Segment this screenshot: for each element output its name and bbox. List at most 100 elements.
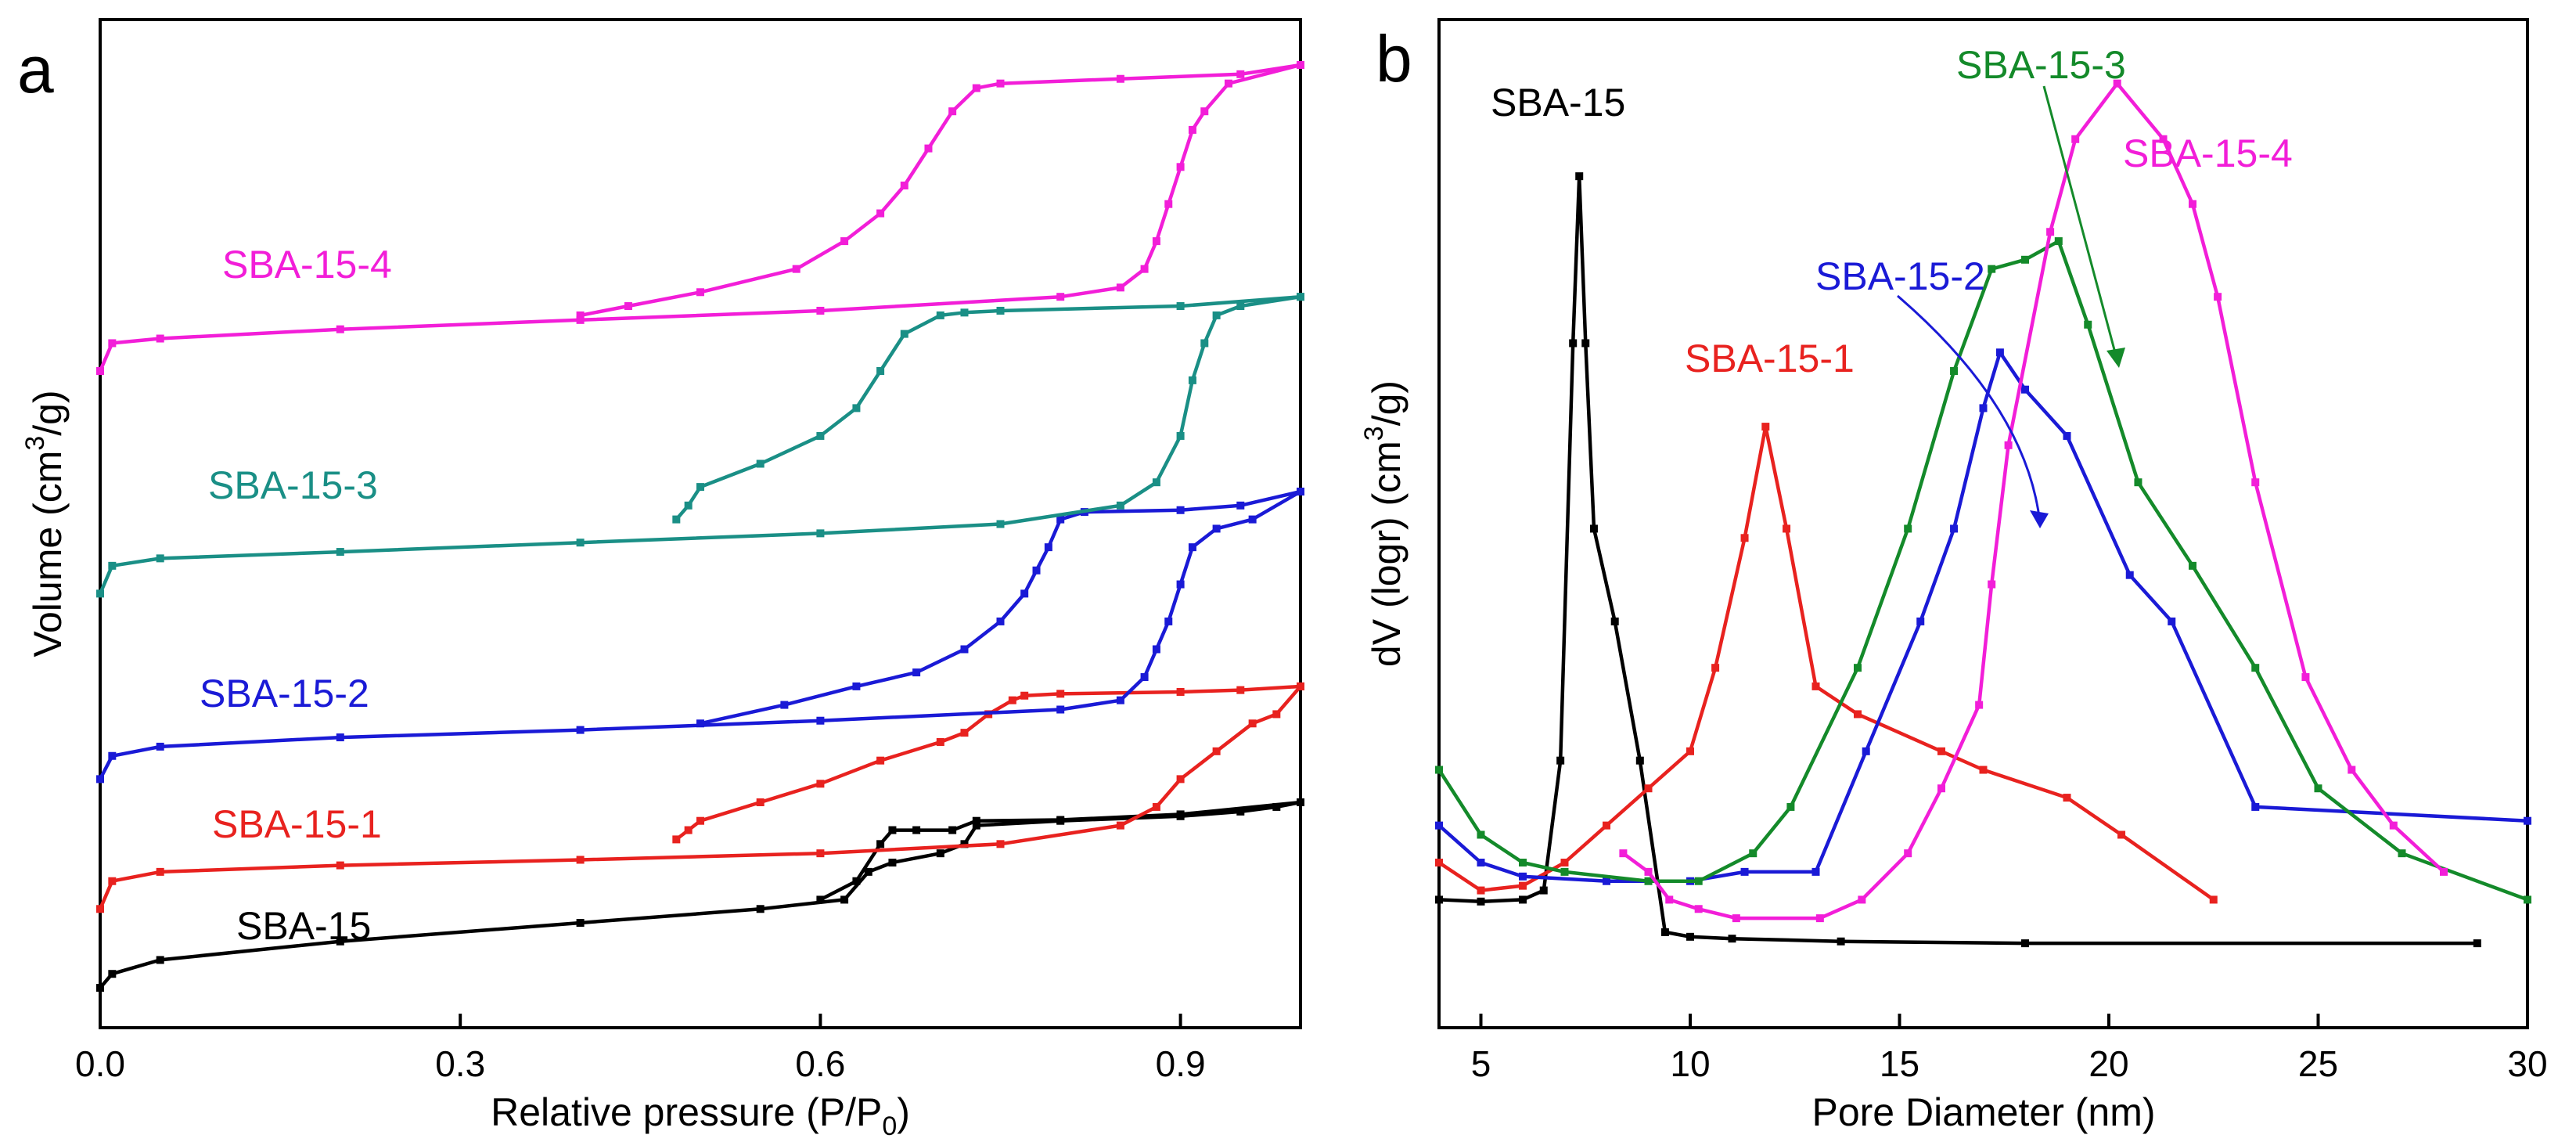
panel-a-marker-sba-15 — [756, 905, 765, 913]
panel-a-marker-sba-15 — [888, 859, 897, 867]
panel-a-y-axis-title: Volume (cm3/g) — [20, 390, 70, 657]
panel-b-marker-sba-15-3 — [2189, 561, 2196, 570]
panel-a-marker-sba-15-3 — [996, 520, 1005, 528]
panel-a-marker-sba-15-1 — [576, 856, 585, 864]
panel-a-marker-sba-15-4 — [900, 182, 908, 190]
panel-a-marker-sba-15-3 — [1176, 431, 1185, 440]
panel-a-marker-sba-15-2 — [996, 617, 1005, 625]
panel-b-marker-sba-15-2 — [1519, 872, 1527, 881]
panel-a-marker-sba-15 — [1236, 807, 1245, 816]
panel-b-marker-sba-15-4 — [2004, 441, 2013, 449]
panel-a-marker-sba-15 — [864, 867, 872, 876]
panel-a-marker-sba-15-2 — [816, 716, 825, 725]
panel-b-marker-sba-15 — [1519, 895, 1527, 904]
panel-b-marker-sba-15-1 — [1979, 766, 1988, 774]
panel-a-marker-sba-15-3 — [1212, 311, 1221, 319]
panel-b-marker-sba-15-2 — [1950, 524, 1959, 533]
panel-b-marker-sba-15-2 — [1435, 821, 1443, 830]
panel-b-x-ticks: 5 10 15 20 25 30 — [1471, 1014, 2548, 1084]
panel-b-marker-sba-15-3 — [1988, 265, 1996, 273]
panel-b-marker-sba-15 — [1477, 897, 1485, 906]
panel-b-marker-sba-15 — [2473, 939, 2481, 948]
panel-a-marker-sba-15 — [108, 970, 117, 978]
panel-b-marker-sba-15-1 — [1854, 710, 1862, 719]
panel-b-marker-sba-15-4 — [2301, 673, 2310, 682]
panel-b-marker-sba-15-2 — [1995, 348, 2004, 357]
panel-a-marker-sba-15-1 — [1176, 775, 1185, 784]
panel-a-marker-sba-15-4 — [1116, 74, 1124, 83]
panel-a-marker-sba-15-4 — [816, 306, 825, 315]
panel-a-marker-sba-15-3 — [684, 501, 693, 510]
panel-a-marker-sba-15-1 — [1236, 686, 1245, 694]
panel-a-marker-sba-15-1 — [696, 816, 704, 825]
panel-a-marker-sba-15 — [816, 895, 825, 904]
panel-a-x-ticks: 0.0 0.3 0.6 0.9 — [75, 1014, 1206, 1084]
panel-b-marker-sba-15 — [1569, 339, 1578, 348]
panel-a-marker-sba-15-2 — [108, 751, 117, 760]
panel-b-marker-sba-15-3 — [2524, 895, 2531, 904]
panel-b-x-tick-label: 15 — [1880, 1043, 1919, 1084]
panel-a-marker-sba-15-4 — [1140, 265, 1149, 273]
panel-a-marker-sba-15-1 — [672, 835, 681, 844]
panel-a-x-tick-label: 0.6 — [795, 1043, 845, 1084]
panel-b-marker-sba-15 — [1575, 172, 1584, 181]
panel-b-label-sba-15: SBA-15 — [1491, 81, 1625, 124]
panel-a-marker-sba-15-3 — [960, 308, 969, 317]
panel-b-marker-sba-15-1 — [2209, 895, 2218, 904]
panel-b-marker-sba-15-4 — [2113, 79, 2121, 88]
panel-a-marker-sba-15-3 — [672, 515, 681, 524]
panel-b-marker-sba-15-4 — [2046, 228, 2055, 236]
panel-a-marker-sba-15 — [576, 919, 585, 928]
panel-b-marker-sba-15-4 — [1858, 895, 1866, 904]
panel-a-marker-sba-15-4 — [1176, 163, 1185, 171]
panel-a-marker-sba-15-2 — [912, 668, 921, 677]
panel-b-x-tick-label: 25 — [2298, 1043, 2338, 1084]
panel-a-label: a — [17, 33, 54, 106]
panel-a-marker-sba-15-2 — [1176, 580, 1185, 589]
panel-a-marker-sba-15-1 — [1272, 710, 1281, 719]
panel-b-marker-sba-15-3 — [1644, 877, 1653, 885]
panel-a-marker-sba-15-1 — [756, 798, 765, 807]
arrow-sba-15-2 — [1897, 294, 2042, 524]
panel-a-marker-sba-15-4 — [1116, 283, 1124, 292]
panel-a-marker-sba-15-2 — [576, 726, 585, 734]
panel-a-marker-sba-15-1 — [1248, 719, 1257, 728]
panel-a-label-sba-15-1: SBA-15-1 — [212, 802, 382, 846]
panel-b-marker-sba-15-2 — [2063, 431, 2071, 440]
panel-a-marker-sba-15 — [1176, 810, 1185, 819]
panel-a-marker-sba-15 — [96, 983, 104, 992]
panel-a-marker-sba-15-3 — [996, 306, 1005, 315]
panel-a-x-tick-label: 0.3 — [435, 1043, 485, 1084]
arrow-head-sba-15-2 — [2030, 510, 2049, 528]
panel-a-marker-sba-15-2 — [1176, 506, 1185, 514]
panel-b-series — [1435, 79, 2531, 948]
panel-a-marker-sba-15-1 — [816, 780, 825, 788]
panel-a-marker-sba-15-2 — [1152, 645, 1160, 654]
panel-b-marker-sba-15-4 — [1694, 905, 1703, 913]
panel-b-series-sba-15-1 — [1437, 424, 2215, 902]
panel-a-marker-sba-15-3 — [336, 548, 344, 557]
panel-b-marker-sba-15-2 — [2168, 617, 2176, 625]
panel-a-label-sba-15-2: SBA-15-2 — [200, 672, 369, 715]
panel-a-marker-sba-15-1 — [684, 826, 693, 834]
panel-a-marker-sba-15-1 — [1020, 691, 1029, 700]
panel-a-marker-sba-15-4 — [96, 366, 104, 375]
panel-b-marker-sba-15-2 — [1862, 747, 1870, 755]
panel-a-marker-sba-15-2 — [1248, 515, 1257, 524]
panel-b-marker-sba-15-4 — [1619, 849, 1628, 858]
panel-a-marker-sba-15-2 — [960, 645, 969, 654]
panel-a-marker-sba-15-1 — [108, 877, 117, 885]
panel-b-marker-sba-15-2 — [2021, 385, 2029, 394]
panel-b-marker-sba-15-2 — [1477, 859, 1485, 867]
panel-b-annotation-arrows — [1897, 85, 2125, 528]
panel-b-marker-sba-15-1 — [1711, 664, 1720, 672]
panel-a-marker-sba-15 — [840, 895, 849, 904]
panel-a-marker-sba-15 — [1297, 798, 1304, 807]
panel-a-series-sba-15-3-adsorption — [98, 294, 1301, 595]
panel-b-marker-sba-15-3 — [2054, 237, 2063, 246]
panel-a-series-sba-15-desorption — [819, 800, 1301, 902]
panel-b-marker-sba-15-1 — [1435, 859, 1443, 867]
panel-b-pore-distribution: b 5 10 15 20 25 30 Pore Diameter (nm) dV (log… — [1359, 18, 2548, 1134]
panel-b-marker-sba-15-1 — [1937, 747, 1945, 755]
panel-a-marker-sba-15-2 — [156, 742, 164, 751]
